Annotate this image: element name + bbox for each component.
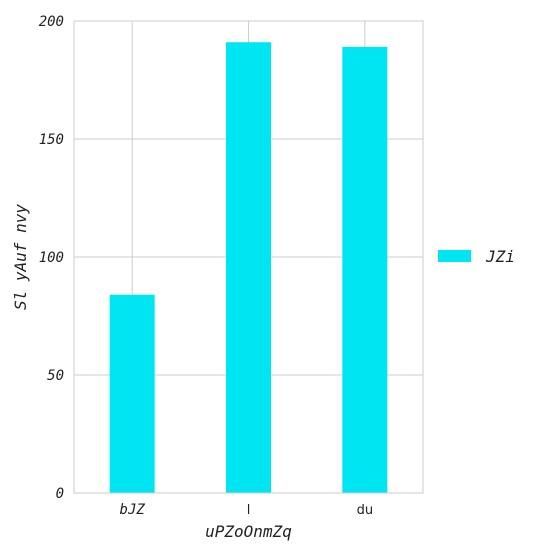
bars [110, 42, 388, 493]
y-tick-label: 0 [56, 486, 64, 502]
legend-swatch [438, 250, 471, 262]
y-axis-title: Sl yAuf nvy [11, 204, 30, 310]
legend: JZi [438, 247, 515, 266]
y-tick-label: 200 [39, 14, 64, 30]
bar [110, 295, 155, 493]
x-tick-labels: bJZ l du [120, 502, 374, 518]
x-axis-title: uPZoOnmZq [205, 522, 292, 541]
bar [342, 47, 387, 493]
bar [226, 42, 271, 493]
x-tick-label: bJZ [120, 502, 146, 518]
y-tick-label: 100 [39, 250, 64, 266]
x-tick-label: l [247, 503, 251, 518]
y-tick-label: 50 [47, 368, 64, 384]
legend-label: JZi [485, 247, 515, 266]
y-tick-labels: 0 50 100 150 200 [39, 14, 64, 502]
x-tick-label: du [357, 503, 374, 518]
y-tick-label: 150 [39, 132, 64, 148]
